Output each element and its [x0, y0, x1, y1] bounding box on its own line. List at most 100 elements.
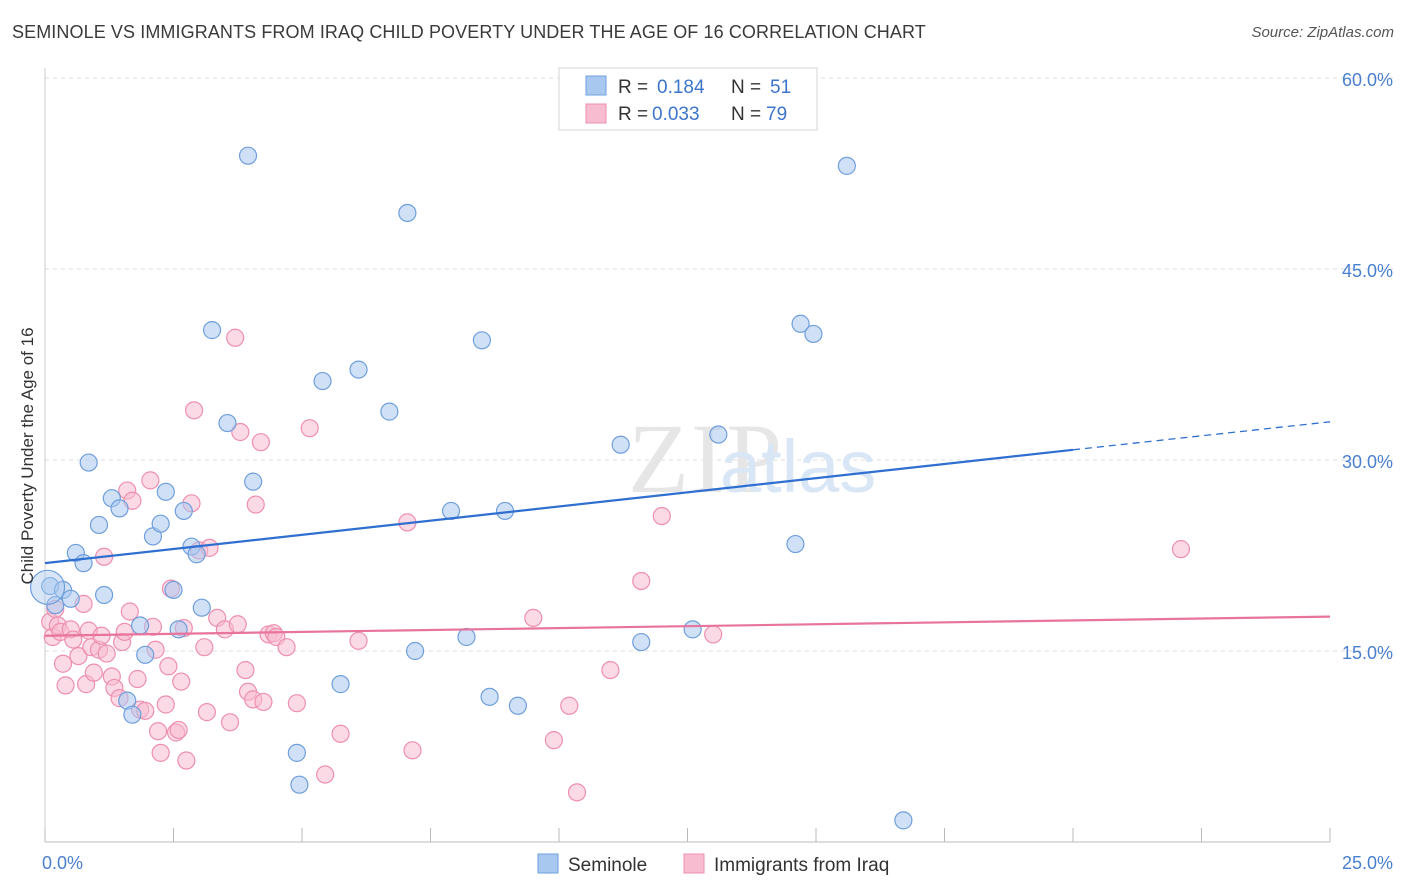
seminole-point — [709, 425, 728, 444]
stats-legend: R = 0.184 N = 51 R = 0.033 N = 79 — [558, 67, 818, 131]
iraq-point — [652, 506, 671, 526]
axes — [44, 68, 1331, 843]
seminole-point — [683, 620, 702, 639]
seminole-point — [202, 321, 222, 340]
iraq-point — [349, 631, 368, 650]
series-legend-label-seminole: Seminole — [568, 855, 647, 876]
legend-r-value-seminole: 0.184 — [657, 77, 705, 98]
iraq-point — [148, 722, 168, 741]
seminole-point — [405, 641, 425, 661]
seminole-point — [79, 453, 98, 472]
iraq-point — [120, 602, 139, 621]
iraq-point — [300, 419, 319, 438]
seminole-point — [290, 775, 309, 794]
iraq-point — [567, 783, 587, 802]
iraq-point — [195, 638, 214, 657]
seminole-point — [238, 146, 258, 165]
seminole-point — [313, 371, 332, 391]
iraq-point — [53, 654, 73, 673]
iraq-point — [560, 696, 579, 715]
seminole-point — [837, 156, 856, 175]
iraq-point — [220, 713, 240, 732]
iraq-point — [277, 638, 296, 657]
iraq-point — [141, 471, 160, 490]
seminole-point — [187, 545, 206, 564]
legend-n-label-seminole: N = — [731, 77, 761, 98]
iraq-point — [601, 660, 620, 680]
legend-swatch-iraq — [585, 103, 607, 124]
seminole-point — [136, 645, 155, 664]
seminole-point — [110, 499, 129, 518]
seminole-cluster-point — [29, 569, 66, 605]
y-tick-label: 30.0% — [1342, 452, 1393, 472]
iraq-trend-line — [44, 615, 1331, 637]
seminole-point — [349, 360, 368, 379]
seminole-point — [46, 596, 65, 615]
seminole-point — [169, 620, 188, 639]
seminole-trend-projection — [1072, 421, 1331, 451]
legend-r-value-iraq: 0.033 — [652, 104, 700, 125]
iraq-point — [544, 731, 563, 750]
y-tick-label: 15.0% — [1342, 643, 1393, 663]
iraq-point — [632, 571, 651, 591]
seminole-trend-line — [44, 448, 1074, 565]
y-tick-label: 45.0% — [1342, 261, 1393, 281]
iraq-point — [151, 743, 170, 762]
seminole-point — [156, 482, 175, 501]
iraq-point — [156, 695, 175, 714]
seminole-point — [218, 413, 237, 433]
seminole-point — [632, 632, 651, 652]
series-legend-label-iraq: Immigrants from Iraq — [714, 855, 889, 876]
iraq-point — [287, 694, 306, 713]
iraq-point — [246, 495, 265, 514]
iraq-point — [97, 644, 116, 663]
iraq-point — [128, 669, 147, 689]
iraq-point — [231, 422, 250, 442]
x-tick-label: 25.0% — [1342, 853, 1393, 873]
iraq-point — [197, 703, 217, 722]
seminole-point — [472, 331, 491, 350]
seminole-point — [95, 585, 114, 605]
iraq-point — [1171, 540, 1191, 559]
tick-labels: 15.0% 30.0% 45.0% 60.0% 0.0% 25.0% — [42, 70, 1393, 873]
legend-swatch-seminole — [585, 75, 607, 96]
iraq-point — [184, 401, 204, 420]
iraq-point — [115, 622, 134, 642]
seminole-point — [89, 515, 109, 535]
seminole-point — [331, 675, 350, 694]
seminole-point — [192, 598, 211, 617]
seminole-point — [380, 402, 399, 421]
seminole-point — [480, 687, 499, 706]
iraq-point — [316, 765, 335, 784]
legend-n-label-iraq: N = — [731, 104, 761, 125]
iraq-point — [251, 433, 270, 452]
iraq-point — [64, 630, 83, 649]
source-label: Source: ZipAtlas.com — [1251, 24, 1394, 41]
legend-r-label-seminole: R = — [618, 77, 648, 98]
seminole-point — [164, 580, 183, 599]
iraq-point — [403, 741, 422, 760]
seminole-point — [398, 203, 417, 223]
seminole-point — [174, 501, 193, 521]
y-tick-label: 60.0% — [1342, 70, 1393, 90]
iraq-point — [159, 657, 178, 676]
chart-title: SEMINOLE VS IMMIGRANTS FROM IRAQ CHILD P… — [12, 22, 926, 42]
legend-n-value-iraq: 79 — [766, 104, 787, 125]
seminole-point — [244, 472, 263, 491]
series-legend-swatch-seminole — [537, 853, 559, 874]
iraq-point — [254, 692, 273, 712]
series-legend: Seminole Immigrants from Iraq — [537, 853, 889, 876]
x-tick-label: 0.0% — [42, 853, 83, 873]
seminole-point — [791, 314, 810, 333]
seminole-point — [61, 589, 80, 608]
watermark-atlas: atlas — [720, 425, 876, 508]
seminole-point — [287, 743, 306, 762]
y-axis-title: Child Poverty Under the Age of 16 — [18, 327, 37, 584]
seminole-point — [130, 616, 150, 635]
trend-lines — [44, 421, 1331, 637]
seminole-point — [786, 534, 805, 554]
iraq-point — [169, 720, 188, 740]
iraq-point — [69, 646, 88, 666]
iraq-point — [524, 608, 543, 627]
